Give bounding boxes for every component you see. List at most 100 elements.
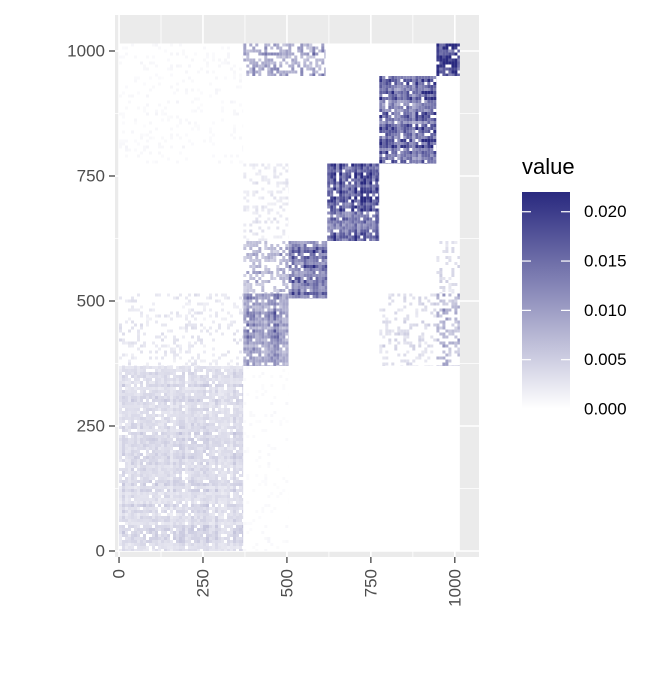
heatmap-cell <box>319 271 322 274</box>
heatmap-cell <box>285 354 288 357</box>
heatmap-cell <box>372 170 375 173</box>
heatmap-cell <box>212 438 215 441</box>
heatmap-cell <box>137 423 140 426</box>
heatmap-cell <box>218 441 221 444</box>
heatmap-cell <box>397 309 400 312</box>
heatmap-cell <box>445 56 448 59</box>
heatmap-cell <box>385 163 388 164</box>
heatmap-cell <box>360 185 363 188</box>
heatmap-cell <box>282 50 285 53</box>
heatmap-cell <box>242 549 243 551</box>
heatmap-cell <box>212 366 215 369</box>
heatmap-cell <box>255 191 258 194</box>
heatmap-cell <box>412 79 415 82</box>
heatmap-cell <box>357 176 360 179</box>
heatmap-cell <box>307 277 310 280</box>
heatmap-cell <box>454 71 457 74</box>
heatmap-cell <box>412 94 415 97</box>
heatmap-cell <box>137 513 140 516</box>
heatmap-cell <box>179 402 182 405</box>
heatmap-cell <box>246 194 249 197</box>
heatmap-cell <box>252 194 255 197</box>
heatmap-cell <box>261 197 264 200</box>
heatmap-cell <box>267 297 270 300</box>
heatmap-cell <box>445 262 448 265</box>
heatmap-cell <box>316 265 319 268</box>
heatmap-cell <box>143 549 146 551</box>
heatmap-cell <box>185 525 188 528</box>
heatmap-cell <box>167 486 170 489</box>
heatmap-cell <box>152 477 155 480</box>
heatmap-cell <box>155 429 158 432</box>
heatmap-cell <box>170 330 173 333</box>
heatmap-cell <box>212 513 215 516</box>
heatmap-cell <box>200 528 203 531</box>
heatmap-cell <box>457 294 460 297</box>
heatmap-cell <box>218 384 221 387</box>
heatmap-cell <box>270 303 273 306</box>
heatmap-cell <box>252 321 255 324</box>
heatmap-cell <box>316 262 319 265</box>
heatmap-cell <box>255 256 258 259</box>
heatmap-cell <box>433 76 436 79</box>
heatmap-cell <box>152 456 155 459</box>
heatmap-cell <box>421 157 424 160</box>
heatmap-cell <box>351 230 354 233</box>
heatmap-cell <box>230 486 233 489</box>
heatmap-cell <box>366 191 369 194</box>
heatmap-cell <box>252 241 255 244</box>
heatmap-cell <box>252 65 255 68</box>
heatmap-cell <box>215 429 218 432</box>
heatmap-cell <box>212 429 215 432</box>
heatmap-cell <box>282 44 285 47</box>
heatmap-cell <box>125 375 128 378</box>
heatmap-cell <box>357 230 360 233</box>
heatmap-cell <box>149 441 152 444</box>
heatmap-cell <box>255 244 258 247</box>
heatmap-cell <box>243 345 246 348</box>
heatmap-cell <box>433 100 436 103</box>
heatmap-cell <box>242 459 243 462</box>
heatmap-cell <box>188 453 191 456</box>
heatmap-cell <box>249 357 252 360</box>
heatmap-cell <box>412 324 415 327</box>
heatmap-cell <box>167 501 170 504</box>
heatmap-cell <box>409 121 412 124</box>
heatmap-cell <box>291 53 294 56</box>
heatmap-cell <box>224 483 227 486</box>
heatmap-cell <box>295 265 298 268</box>
heatmap-cell <box>143 396 146 399</box>
heatmap-cell <box>221 408 224 411</box>
heatmap-cell <box>167 372 170 375</box>
heatmap-cell <box>194 444 197 447</box>
heatmap-cell <box>388 85 391 88</box>
heatmap-cell <box>158 519 161 522</box>
heatmap-cell <box>140 429 143 432</box>
heatmap-cell <box>267 59 270 62</box>
heatmap-cell <box>246 59 249 62</box>
heatmap-cell <box>282 342 285 345</box>
heatmap-cell <box>125 435 128 438</box>
heatmap-cell <box>424 79 427 82</box>
heatmap-cell <box>134 510 137 513</box>
heatmap-cell <box>379 348 382 351</box>
heatmap-cell <box>158 537 161 540</box>
heatmap-cell <box>200 402 203 405</box>
heatmap-cell <box>206 447 209 450</box>
heatmap-cell <box>336 209 339 212</box>
heatmap-cell <box>128 507 131 510</box>
heatmap-cell <box>439 241 442 244</box>
heatmap-cell <box>418 85 421 88</box>
heatmap-cell <box>264 176 267 179</box>
heatmap-cell <box>137 411 140 414</box>
heatmap-cell <box>197 477 200 480</box>
heatmap-cell <box>252 206 255 209</box>
heatmap-cell <box>388 109 391 112</box>
heatmap-cell <box>128 513 131 516</box>
heatmap-cell <box>215 369 218 372</box>
heatmap-cell <box>200 414 203 417</box>
heatmap-cell <box>188 522 191 525</box>
heatmap-cell <box>230 504 233 507</box>
heatmap-cell <box>122 339 125 342</box>
heatmap-cell <box>360 206 363 209</box>
